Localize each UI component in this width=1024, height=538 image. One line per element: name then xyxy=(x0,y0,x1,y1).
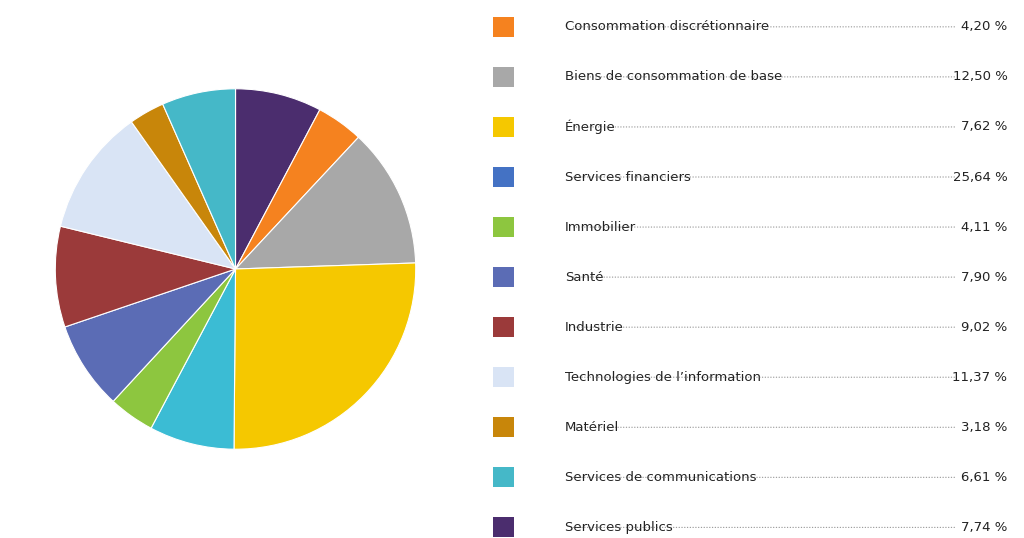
FancyBboxPatch shape xyxy=(494,217,514,237)
Text: Services de communications: Services de communications xyxy=(565,471,757,484)
Text: 12,50 %: 12,50 % xyxy=(952,70,1008,83)
FancyBboxPatch shape xyxy=(494,117,514,137)
Text: 4,11 %: 4,11 % xyxy=(962,221,1008,233)
FancyBboxPatch shape xyxy=(494,417,514,437)
Text: Services publics: Services publics xyxy=(565,521,673,534)
Wedge shape xyxy=(163,89,236,269)
FancyBboxPatch shape xyxy=(494,67,514,87)
Text: Énergie: Énergie xyxy=(565,120,615,134)
Wedge shape xyxy=(234,263,416,449)
Wedge shape xyxy=(236,110,358,269)
Text: Technologies de l’information: Technologies de l’information xyxy=(565,371,761,384)
Text: 11,37 %: 11,37 % xyxy=(952,371,1008,384)
Wedge shape xyxy=(236,89,319,269)
Text: 25,64 %: 25,64 % xyxy=(952,171,1008,183)
FancyBboxPatch shape xyxy=(494,367,514,387)
Text: Immobilier: Immobilier xyxy=(565,221,636,233)
Text: Consommation discrétionnaire: Consommation discrétionnaire xyxy=(565,20,769,33)
Text: Industrie: Industrie xyxy=(565,321,624,334)
Text: 4,20 %: 4,20 % xyxy=(962,20,1008,33)
FancyBboxPatch shape xyxy=(494,17,514,37)
Wedge shape xyxy=(65,269,236,401)
Text: 6,61 %: 6,61 % xyxy=(962,471,1008,484)
Wedge shape xyxy=(55,226,236,327)
Wedge shape xyxy=(131,104,236,269)
FancyBboxPatch shape xyxy=(494,167,514,187)
FancyBboxPatch shape xyxy=(494,267,514,287)
Text: Matériel: Matériel xyxy=(565,421,620,434)
Text: Biens de consommation de base: Biens de consommation de base xyxy=(565,70,782,83)
Text: Services financiers: Services financiers xyxy=(565,171,691,183)
Text: Santé: Santé xyxy=(565,271,603,284)
FancyBboxPatch shape xyxy=(494,467,514,487)
Text: 7,62 %: 7,62 % xyxy=(962,121,1008,133)
Text: 9,02 %: 9,02 % xyxy=(962,321,1008,334)
Wedge shape xyxy=(152,269,236,449)
FancyBboxPatch shape xyxy=(494,517,514,537)
FancyBboxPatch shape xyxy=(494,317,514,337)
Text: 3,18 %: 3,18 % xyxy=(962,421,1008,434)
Text: 7,74 %: 7,74 % xyxy=(962,521,1008,534)
Wedge shape xyxy=(60,122,236,269)
Wedge shape xyxy=(236,137,416,269)
Text: 7,90 %: 7,90 % xyxy=(962,271,1008,284)
Wedge shape xyxy=(114,269,236,428)
